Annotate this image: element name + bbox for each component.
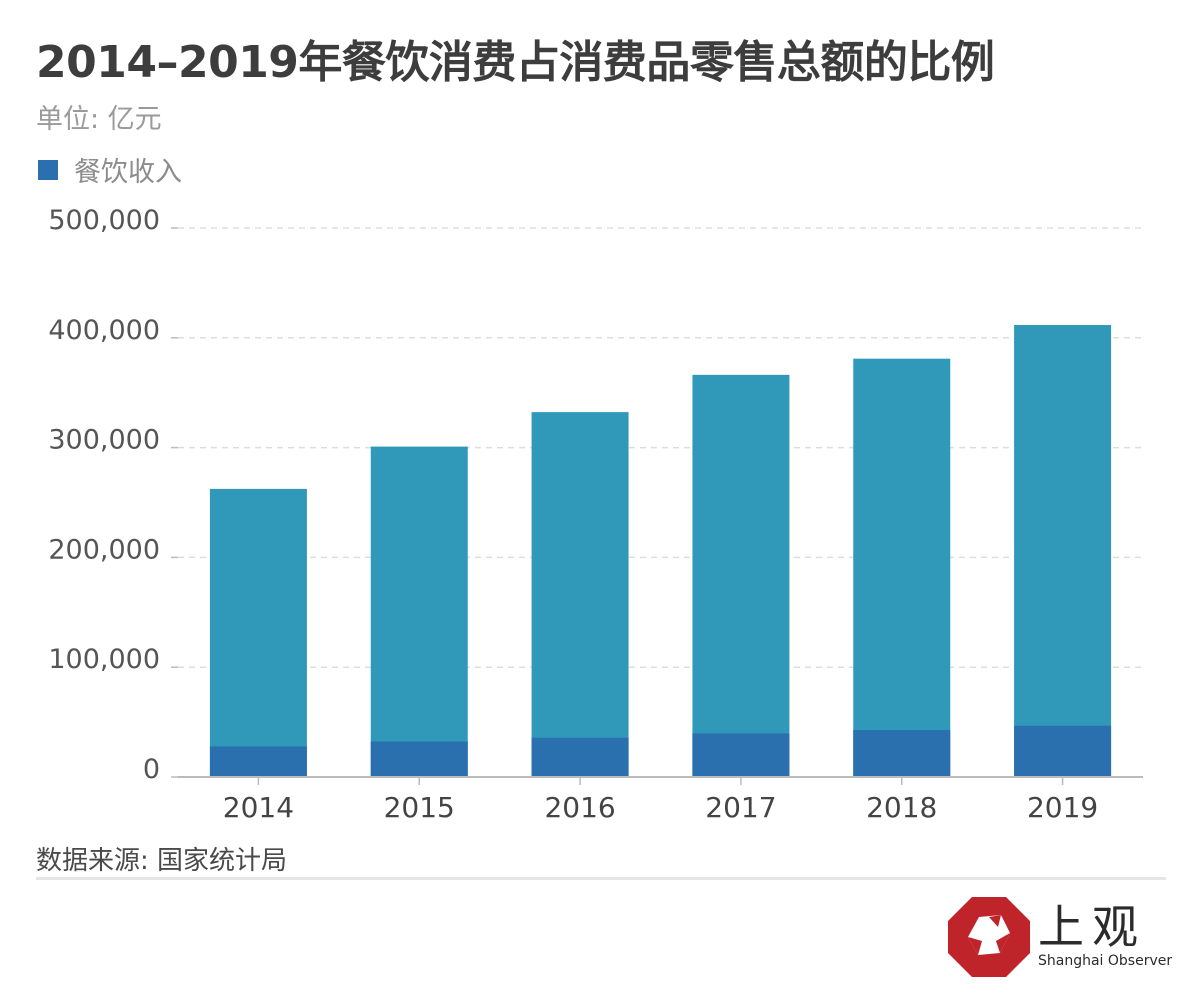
bar-total — [692, 374, 790, 777]
chart-title: 2014–2019年餐饮消费占消费品零售总额的比例 — [36, 37, 995, 88]
y-tick-label: 100,000 — [48, 644, 160, 675]
x-tick-label: 2019 — [1027, 791, 1098, 824]
brand-logo-icon — [948, 897, 1030, 977]
x-tick-label: 2017 — [705, 791, 776, 824]
y-tick-label: 0 — [143, 754, 160, 785]
data-source: 数据来源: 国家统计局 — [36, 846, 288, 876]
legend: 餐饮收入 — [38, 150, 182, 189]
brand-name-en: Shanghai Observer — [1038, 953, 1173, 969]
bar-total — [1014, 325, 1112, 777]
bar-total — [370, 446, 468, 777]
bar-total — [531, 412, 629, 777]
y-tick-label: 400,000 — [48, 315, 160, 346]
brand-name-cn: 上观 — [1038, 900, 1146, 954]
bar-catering — [692, 733, 790, 777]
y-tick-label: 500,000 — [48, 205, 160, 236]
bar-total — [853, 358, 951, 777]
x-tick-label: 2018 — [866, 791, 937, 824]
x-tick-label: 2016 — [544, 791, 615, 824]
bar-catering — [853, 730, 951, 777]
bar-catering — [209, 746, 307, 777]
bar-catering — [1014, 725, 1112, 777]
unit-label: 单位: 亿元 — [36, 104, 162, 135]
x-tick-label: 2014 — [223, 791, 294, 824]
y-tick-label: 200,000 — [48, 534, 160, 565]
legend-swatch — [38, 159, 58, 180]
bar-catering — [370, 741, 468, 777]
x-tick-label: 2015 — [384, 791, 455, 824]
bar-catering — [531, 737, 629, 777]
footer-divider — [36, 877, 1166, 880]
bar-total — [209, 488, 307, 777]
y-tick-label: 300,000 — [48, 425, 160, 456]
legend-label: 餐饮收入 — [74, 157, 182, 188]
chart: 0 100,000 200,000 300,000 400,000 500,000 2014… — [48, 205, 1143, 824]
brand: 上观 Shanghai Observer — [946, 893, 1176, 979]
